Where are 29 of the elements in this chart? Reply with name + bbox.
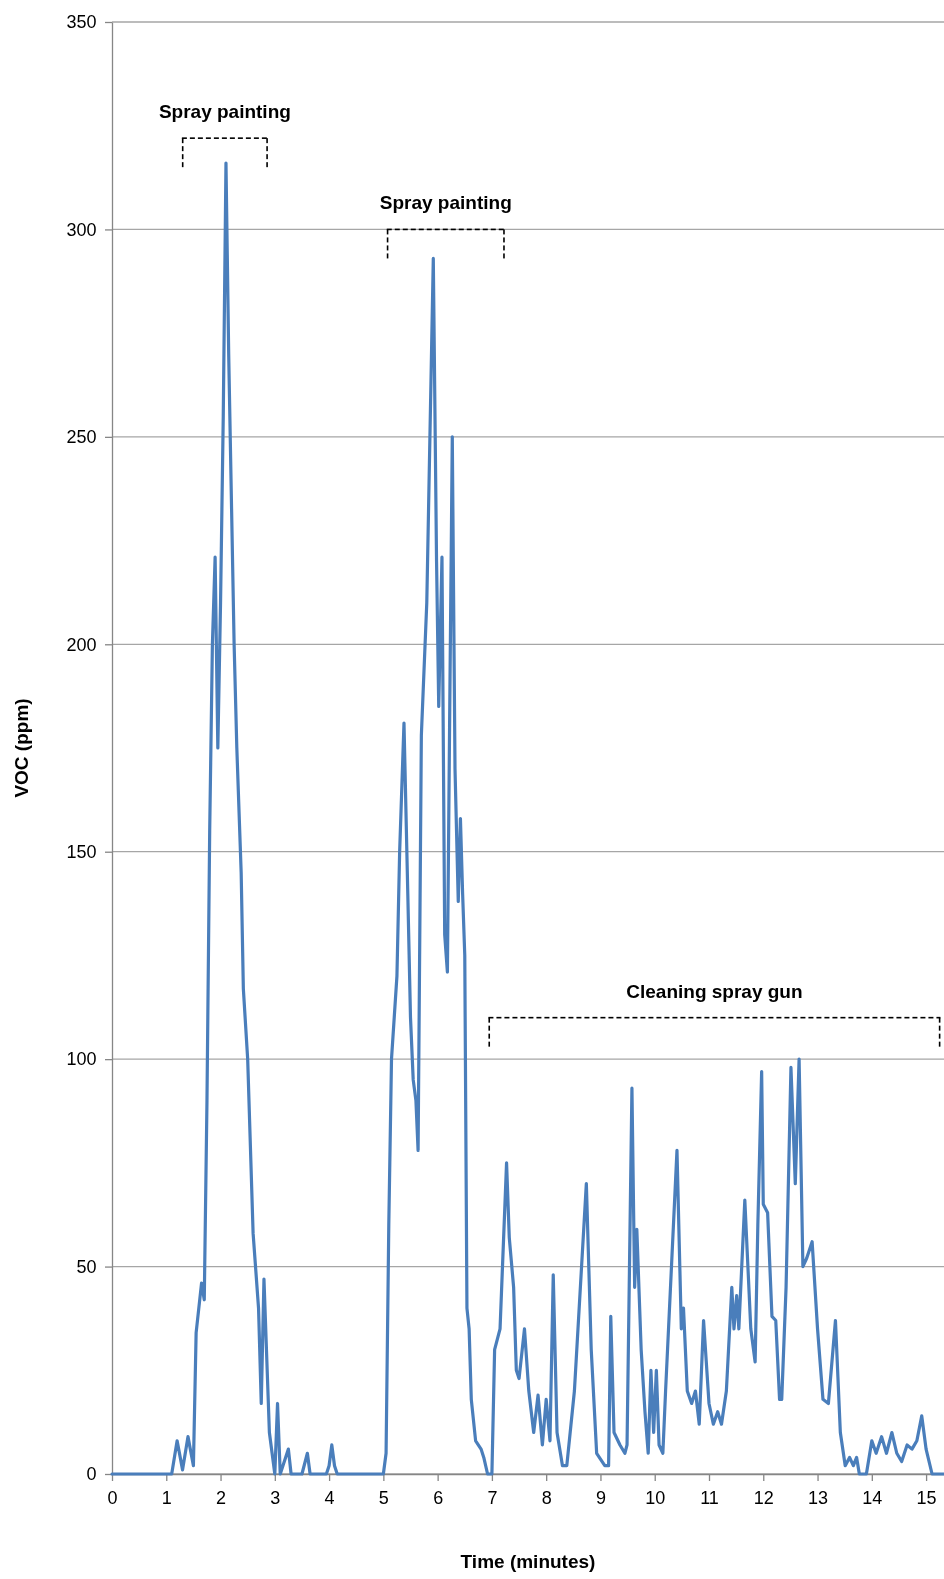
- y-tick-label: 150: [66, 841, 97, 862]
- y-tick-label: 300: [66, 219, 97, 240]
- x-tick-label: 5: [378, 1487, 389, 1508]
- x-tick-label: 10: [645, 1487, 666, 1508]
- y-tick-label: 250: [66, 427, 97, 448]
- x-tick-label: 1: [161, 1487, 172, 1508]
- x-tick-label: 9: [595, 1487, 606, 1508]
- x-tick-label: 11: [700, 1487, 719, 1508]
- x-tick-label: 2: [216, 1487, 227, 1508]
- annotation: Spray painting: [158, 101, 291, 123]
- y-tick-label: 50: [76, 1256, 97, 1277]
- y-tick-label: 350: [66, 12, 97, 33]
- x-tick-label: 14: [862, 1487, 883, 1508]
- y-tick-label: 200: [66, 634, 97, 655]
- x-tick-label: 0: [107, 1487, 118, 1508]
- y-axis-title: VOC (ppm): [11, 698, 32, 798]
- x-tick-label: 13: [808, 1487, 829, 1508]
- x-tick-label: 7: [487, 1487, 498, 1508]
- annotation: Spray painting: [379, 192, 512, 214]
- x-tick-label: 4: [324, 1487, 335, 1508]
- x-tick-label: 3: [270, 1487, 281, 1508]
- x-tick-label: 8: [541, 1487, 552, 1508]
- x-axis-title: Time (minutes): [460, 1551, 596, 1572]
- x-tick-label: 15: [916, 1487, 937, 1508]
- y-tick-label: 0: [86, 1464, 97, 1485]
- annotation: Cleaning spray gun: [626, 980, 803, 1002]
- x-tick-label: 6: [433, 1487, 444, 1508]
- x-tick-label: 12: [753, 1487, 774, 1508]
- y-tick-label: 100: [66, 1049, 97, 1070]
